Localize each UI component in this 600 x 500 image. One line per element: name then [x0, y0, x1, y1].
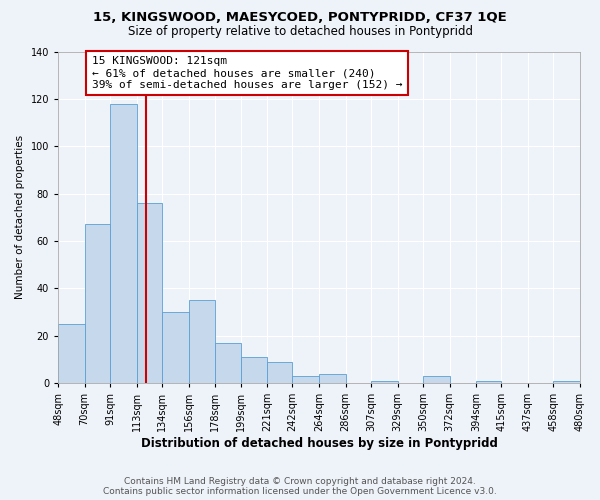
Bar: [137, 203, 162, 383]
Bar: [241, 357, 267, 383]
Bar: [553, 380, 580, 383]
Bar: [292, 376, 319, 383]
Bar: [476, 380, 502, 383]
Bar: [162, 312, 188, 383]
Text: 15 KINGSWOOD: 121sqm
← 61% of detached houses are smaller (240)
39% of semi-deta: 15 KINGSWOOD: 121sqm ← 61% of detached h…: [92, 56, 403, 90]
Y-axis label: Number of detached properties: Number of detached properties: [15, 135, 25, 300]
Bar: [188, 300, 215, 383]
X-axis label: Distribution of detached houses by size in Pontypridd: Distribution of detached houses by size …: [140, 437, 497, 450]
Bar: [215, 343, 241, 383]
Bar: [319, 374, 346, 383]
Bar: [371, 380, 398, 383]
Text: Contains HM Land Registry data © Crown copyright and database right 2024.
Contai: Contains HM Land Registry data © Crown c…: [103, 476, 497, 496]
Bar: [267, 362, 292, 383]
Text: Size of property relative to detached houses in Pontypridd: Size of property relative to detached ho…: [128, 25, 473, 38]
Bar: [110, 104, 137, 383]
Bar: [85, 224, 110, 383]
Bar: [58, 324, 85, 383]
Text: 15, KINGSWOOD, MAESYCOED, PONTYPRIDD, CF37 1QE: 15, KINGSWOOD, MAESYCOED, PONTYPRIDD, CF…: [93, 11, 507, 24]
Bar: [423, 376, 449, 383]
